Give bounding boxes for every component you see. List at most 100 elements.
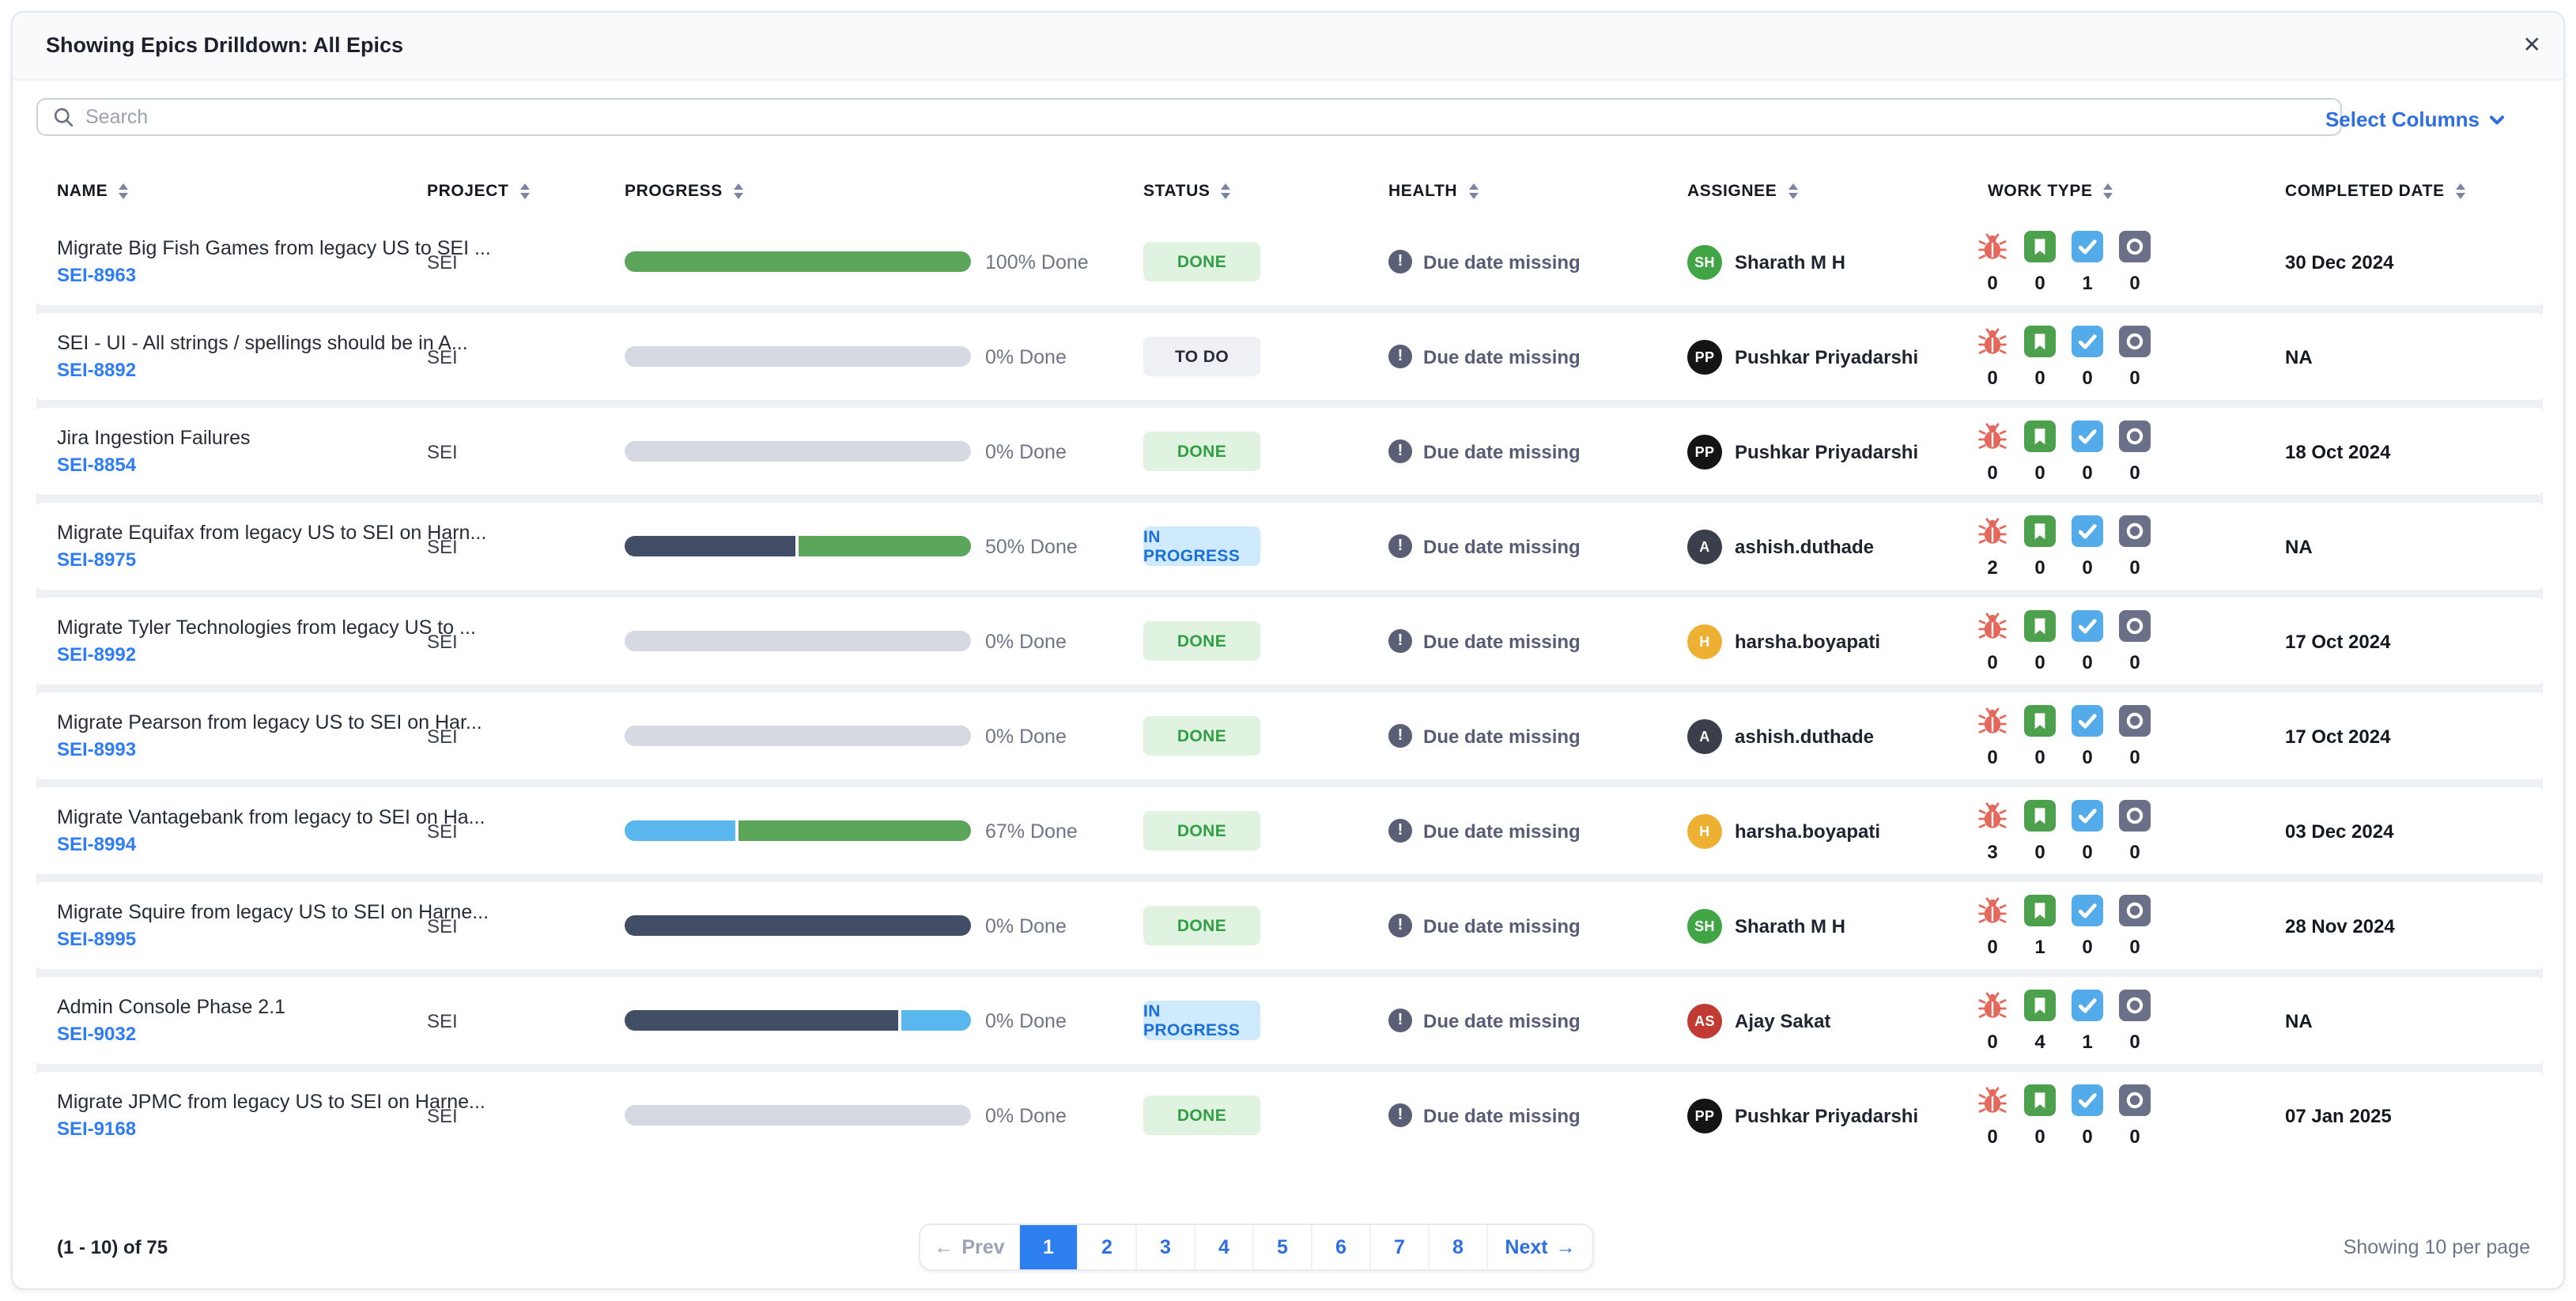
- sort-icon[interactable]: [119, 183, 129, 199]
- column-header-project[interactable]: PROJECT: [427, 171, 530, 212]
- work-type-count: 0: [2129, 272, 2140, 294]
- progress-bar: [625, 251, 971, 272]
- avatar: H: [1687, 624, 1722, 658]
- table-header-row: NAME PROJECT PROGRESS STATUS HEALTH ASSIGNEE W…: [36, 171, 2543, 212]
- search-input[interactable]: [74, 104, 2340, 130]
- epic-key-link[interactable]: SEI-8993: [57, 738, 137, 760]
- work-type-bug: 0: [1969, 326, 2016, 389]
- progress-bar: [625, 536, 971, 556]
- column-header-health[interactable]: HEALTH: [1388, 171, 1479, 212]
- column-header-label: NAME: [57, 182, 108, 201]
- close-icon[interactable]: ✕: [2522, 32, 2541, 57]
- work-type-count: 0: [2034, 462, 2045, 484]
- work-type-other: 0: [2111, 610, 2159, 673]
- work-type-count: 0: [2129, 462, 2140, 484]
- page-button-8[interactable]: 8: [1428, 1225, 1486, 1269]
- epic-key-link[interactable]: SEI-8975: [57, 549, 137, 571]
- epic-name: Migrate Squire from legacy US to SEI on …: [57, 901, 489, 923]
- avatar: H: [1687, 813, 1722, 848]
- page-button-5[interactable]: 5: [1252, 1225, 1311, 1269]
- sort-icon[interactable]: [1468, 183, 1479, 199]
- work-type-story: 0: [2016, 1084, 2064, 1148]
- work-type-other: 0: [2111, 895, 2159, 958]
- sort-icon[interactable]: [1788, 183, 1798, 199]
- next-page-button[interactable]: Next →: [1486, 1225, 1592, 1269]
- work-type-cell: 0 1 0 0: [1969, 882, 2159, 969]
- table-row[interactable]: Migrate Squire from legacy US to SEI on …: [36, 882, 2543, 969]
- table-row[interactable]: Migrate Tyler Technologies from legacy U…: [36, 598, 2543, 684]
- assignee-cell: PP Pushkar Priyadarshi: [1687, 1072, 1918, 1159]
- task-icon: [2072, 326, 2103, 357]
- sort-icon[interactable]: [1221, 183, 1231, 199]
- table-row[interactable]: Migrate Pearson from legacy US to SEI on…: [36, 692, 2543, 779]
- column-header-assignee[interactable]: ASSIGNEE: [1687, 171, 1798, 212]
- page-button-6[interactable]: 6: [1311, 1225, 1369, 1269]
- progress-bar: [625, 346, 971, 367]
- column-header-label: PROGRESS: [625, 182, 723, 201]
- epic-name: SEI - UI - All strings / spellings shoul…: [57, 332, 468, 354]
- epic-key-link[interactable]: SEI-9168: [57, 1118, 137, 1140]
- epic-name-cell: Migrate Big Fish Games from legacy US to…: [57, 218, 491, 305]
- table-row[interactable]: Admin Console Phase 2.1 SEI-9032 SEI 0% Don…: [36, 977, 2543, 1064]
- completed-date: NA: [2285, 1009, 2313, 1031]
- epic-key-link[interactable]: SEI-9032: [57, 1023, 137, 1045]
- progress-segment: [625, 1010, 902, 1031]
- table-row[interactable]: Migrate JPMC from legacy US to SEI on Ha…: [36, 1072, 2543, 1159]
- prev-label: Prev: [961, 1236, 1005, 1258]
- work-type-other: 0: [2111, 1084, 2159, 1148]
- completed-date: 07 Jan 2025: [2285, 1104, 2392, 1126]
- epic-key-link[interactable]: SEI-8892: [57, 359, 137, 381]
- epic-key-link[interactable]: SEI-8994: [57, 833, 137, 855]
- column-header-progress[interactable]: PROGRESS: [625, 171, 743, 212]
- select-columns-button[interactable]: Select Columns: [2325, 107, 2506, 131]
- column-header-status[interactable]: STATUS: [1143, 171, 1231, 212]
- project-cell: SEI: [427, 535, 458, 557]
- status-cell: DONE: [1143, 882, 1260, 969]
- project-cell: SEI: [427, 630, 458, 652]
- status-badge: DONE: [1143, 621, 1260, 661]
- epic-key-link[interactable]: SEI-8854: [57, 454, 137, 476]
- epic-key-link[interactable]: SEI-8963: [57, 264, 137, 286]
- work-type-bug: 2: [1969, 515, 2016, 579]
- page-button-4[interactable]: 4: [1194, 1225, 1252, 1269]
- work-type-cell: 0 0 0 0: [1969, 408, 2159, 495]
- table-row[interactable]: Jira Ingestion Failures SEI-8854 SEI 0% Don…: [36, 408, 2543, 495]
- epic-key-link[interactable]: SEI-8992: [57, 643, 137, 666]
- project-cell: SEI: [427, 820, 458, 842]
- health-status: Due date missing: [1423, 914, 1581, 937]
- progress-segment: [625, 820, 739, 841]
- health-cell: ! Due date missing: [1388, 787, 1581, 874]
- column-header-completed-date[interactable]: COMPLETED DATE: [2285, 171, 2465, 212]
- sort-icon[interactable]: [2455, 183, 2465, 199]
- page-button-3[interactable]: 3: [1135, 1225, 1194, 1269]
- column-header-work-type[interactable]: WORK TYPE: [1988, 171, 2113, 212]
- page-button-2[interactable]: 2: [1077, 1225, 1135, 1269]
- sort-icon[interactable]: [733, 183, 743, 199]
- work-type-count: 0: [1987, 1031, 1998, 1053]
- work-type-count: 3: [1987, 841, 1998, 863]
- column-header-name[interactable]: NAME: [57, 171, 129, 212]
- work-type-count: 0: [2129, 1031, 2140, 1053]
- status-badge: DONE: [1143, 716, 1260, 756]
- status-cell: DONE: [1143, 787, 1260, 874]
- work-type-story: 0: [2016, 515, 2064, 579]
- status-badge: TO DO: [1143, 337, 1260, 376]
- work-type-count: 0: [2082, 556, 2093, 579]
- page-button-1[interactable]: 1: [1018, 1225, 1077, 1269]
- other-work-icon: [2119, 895, 2151, 926]
- page-button-7[interactable]: 7: [1369, 1225, 1428, 1269]
- health-status: Due date missing: [1423, 1104, 1581, 1126]
- work-type-bug: 0: [1969, 990, 2016, 1053]
- epic-key-link[interactable]: SEI-8995: [57, 928, 137, 950]
- table-row[interactable]: SEI - UI - All strings / spellings shoul…: [36, 313, 2543, 400]
- table-row[interactable]: Migrate Equifax from legacy US to SEI on…: [36, 503, 2543, 590]
- table-row[interactable]: Migrate Big Fish Games from legacy US to…: [36, 218, 2543, 305]
- work-type-count: 0: [2082, 462, 2093, 484]
- assignee-name: Pushkar Priyadarshi: [1735, 440, 1919, 462]
- table-row[interactable]: Migrate Vantagebank from legacy to SEI o…: [36, 787, 2543, 874]
- prev-page-button[interactable]: ← Prev: [920, 1225, 1018, 1269]
- sort-icon[interactable]: [2103, 183, 2113, 199]
- sort-icon[interactable]: [519, 183, 530, 199]
- work-type-count: 0: [2082, 841, 2093, 863]
